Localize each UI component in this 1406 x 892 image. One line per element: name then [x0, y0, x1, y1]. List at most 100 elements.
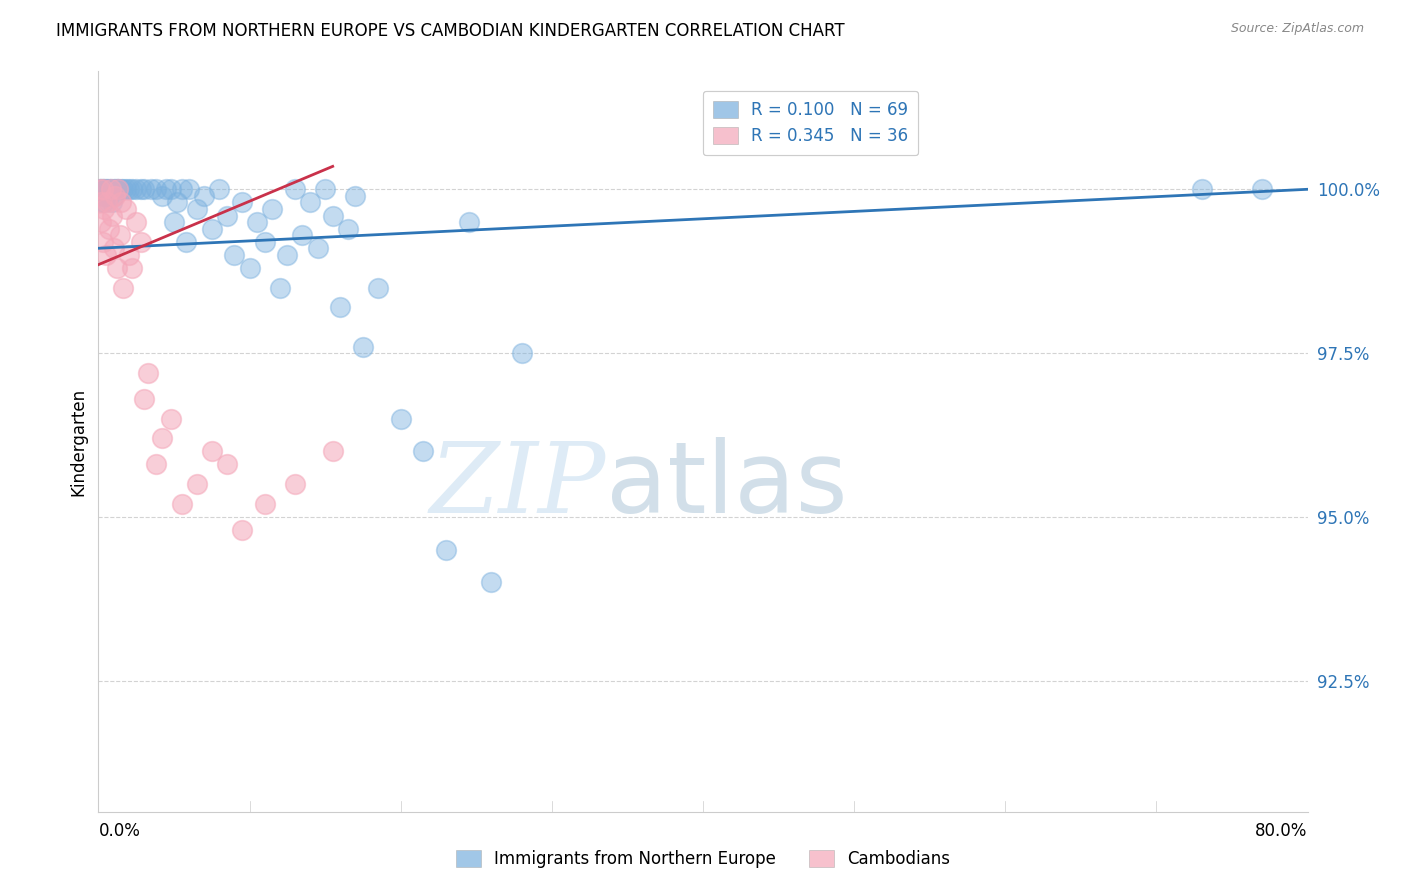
Point	[262, 202, 284, 216]
Point	[284, 182, 307, 196]
Point	[329, 300, 352, 314]
Point	[100, 182, 122, 196]
Point	[510, 346, 533, 360]
Text: ZIP: ZIP	[430, 438, 606, 533]
Point	[136, 366, 159, 380]
Point	[253, 497, 276, 511]
Point	[170, 497, 193, 511]
Point	[145, 182, 167, 196]
Point	[118, 182, 141, 196]
Point	[389, 411, 412, 425]
Point	[170, 182, 193, 196]
Point	[100, 182, 122, 196]
Point	[141, 182, 163, 196]
Point	[94, 182, 117, 196]
Point	[160, 411, 183, 425]
Point	[314, 182, 336, 196]
Point	[129, 235, 152, 249]
Point	[412, 444, 434, 458]
Point	[107, 182, 129, 196]
Text: Source: ZipAtlas.com: Source: ZipAtlas.com	[1230, 22, 1364, 36]
Point	[89, 182, 111, 196]
Point	[90, 195, 112, 210]
Point	[132, 182, 155, 196]
Point	[145, 458, 167, 472]
Point	[98, 189, 121, 203]
Point	[125, 215, 148, 229]
Point	[299, 195, 322, 210]
Y-axis label: Kindergarten: Kindergarten	[69, 387, 87, 496]
Point	[110, 195, 132, 210]
Point	[215, 458, 238, 472]
Point	[110, 182, 132, 196]
Point	[215, 209, 238, 223]
Point	[105, 260, 128, 275]
Point	[193, 189, 215, 203]
Point	[103, 189, 125, 203]
Point	[111, 182, 134, 196]
Point	[101, 209, 124, 223]
Point	[322, 209, 344, 223]
Point	[224, 248, 246, 262]
Point	[163, 215, 186, 229]
Point	[104, 189, 127, 203]
Point	[90, 182, 112, 196]
Point	[166, 195, 188, 210]
Point	[239, 260, 262, 275]
Point	[108, 228, 131, 243]
Point	[179, 182, 201, 196]
Point	[284, 477, 307, 491]
Point	[121, 260, 143, 275]
Point	[94, 189, 117, 203]
Point	[96, 182, 118, 196]
Legend: R = 0.100   N = 69, R = 0.345   N = 36: R = 0.100 N = 69, R = 0.345 N = 36	[703, 91, 918, 155]
Point	[91, 235, 114, 249]
Point	[322, 444, 344, 458]
Point	[98, 221, 121, 235]
Point	[434, 542, 457, 557]
Point	[93, 195, 115, 210]
Point	[94, 248, 117, 262]
Point	[91, 182, 114, 196]
Point	[186, 202, 208, 216]
Text: IMMIGRANTS FROM NORTHERN EUROPE VS CAMBODIAN KINDERGARTEN CORRELATION CHART: IMMIGRANTS FROM NORTHERN EUROPE VS CAMBO…	[56, 22, 845, 40]
Point	[104, 182, 127, 196]
Point	[481, 575, 503, 590]
Point	[336, 221, 359, 235]
Point	[246, 215, 269, 229]
Point	[129, 182, 152, 196]
Point	[114, 202, 136, 216]
Point	[457, 215, 479, 229]
Point	[155, 182, 177, 196]
Point	[90, 215, 112, 229]
Point	[291, 228, 314, 243]
Point	[101, 195, 124, 210]
Text: atlas: atlas	[606, 437, 848, 534]
Point	[93, 182, 115, 196]
Point	[105, 182, 128, 196]
Point	[121, 182, 143, 196]
Point	[201, 221, 224, 235]
Point	[276, 248, 298, 262]
Point	[96, 195, 118, 210]
Point	[125, 182, 148, 196]
Point	[1191, 182, 1213, 196]
Point	[98, 182, 121, 196]
Point	[352, 339, 374, 353]
Point	[253, 235, 276, 249]
Point	[150, 431, 173, 445]
Point	[114, 182, 136, 196]
Point	[89, 182, 111, 196]
Point	[93, 202, 115, 216]
Point	[107, 182, 129, 196]
Point	[344, 189, 367, 203]
Point	[90, 195, 112, 210]
Point	[91, 189, 114, 203]
Point	[111, 280, 134, 294]
Point	[231, 523, 253, 537]
Text: 0.0%: 0.0%	[98, 822, 141, 839]
Point	[132, 392, 155, 406]
Point	[103, 182, 125, 196]
Point	[150, 189, 173, 203]
Legend: Immigrants from Northern Europe, Cambodians: Immigrants from Northern Europe, Cambodi…	[449, 843, 957, 875]
